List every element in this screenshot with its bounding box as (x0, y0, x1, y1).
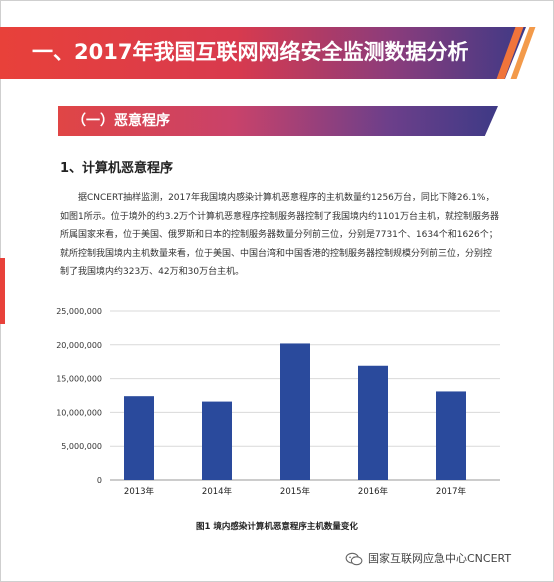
section-banner (58, 106, 498, 136)
y-tick-label: 20,000,000 (56, 341, 102, 350)
bar (202, 401, 232, 480)
y-tick-label: 0 (97, 476, 102, 485)
bar-chart: 0 5,000,000 10,000,000 15,000,000 20,000,000… (56, 307, 500, 497)
section-title: （一）恶意程序 (72, 113, 170, 129)
left-accent-bar (0, 258, 5, 324)
figure-caption: 图1 境内感染计算机恶意程序主机数量变化 (196, 522, 358, 532)
x-tick-label: 2015年 (280, 486, 311, 497)
y-tick-label: 15,000,000 (56, 375, 102, 384)
subsection-heading: 1、计算机恶意程序 (60, 161, 174, 176)
x-tick-label: 2016年 (358, 486, 389, 497)
watermark: 国家互联网应急中心CNCERT (345, 548, 511, 570)
header-banner (0, 27, 526, 79)
y-tick-label: 25,000,000 (56, 307, 102, 316)
wechat-icon (345, 552, 363, 566)
bar (124, 396, 154, 480)
x-tick-label: 2014年 (202, 486, 233, 497)
y-tick-label: 5,000,000 (61, 442, 102, 451)
y-tick-label: 10,000,000 (56, 408, 102, 417)
bar (358, 365, 388, 480)
x-tick-label: 2013年 (124, 486, 155, 497)
x-tick-label: 2017年 (436, 486, 467, 497)
page-title: 一、2017年我国互联网网络安全监测数据分析 (32, 40, 469, 64)
watermark-text: 国家互联网应急中心CNCERT (368, 552, 512, 565)
body-paragraph: 据CNCERT抽样监测，2017年我国境内感染计算机恶意程序的主机数量约1256… (60, 193, 499, 277)
bar (280, 343, 310, 480)
bar (436, 391, 466, 480)
